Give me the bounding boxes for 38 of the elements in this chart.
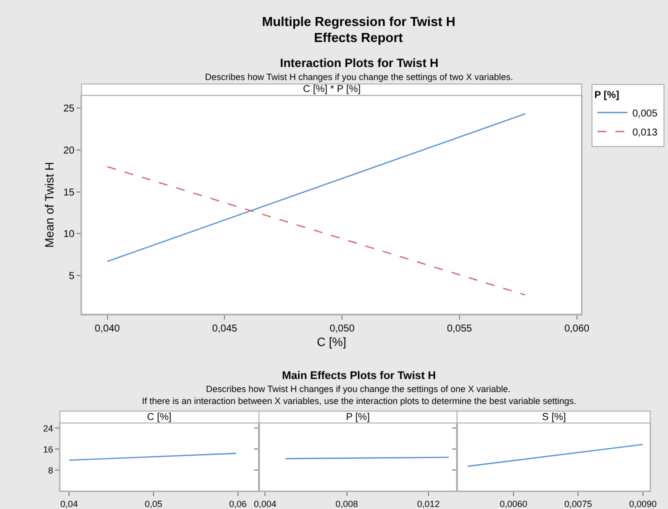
y-tick-label: 10 [63, 229, 75, 240]
x-tick-label: 0,050 [330, 323, 356, 334]
text: Effects Report [314, 30, 404, 45]
text: If there is an interaction between X variables, use the interaction plots to determine the best variable settings. [142, 396, 576, 406]
legend-title: P [%] [594, 90, 620, 101]
text: Multiple Regression for Twist H [262, 14, 456, 29]
y-tick-label: 5 [68, 271, 75, 282]
chart-title: P [%] [346, 412, 370, 423]
x-axis-title: C [%] [316, 335, 346, 350]
chart-title: S [%] [542, 412, 566, 423]
x-tick-label: 0,0090 [629, 498, 657, 509]
x-tick-label: 0,040 [94, 323, 120, 334]
text: Main Effects Plots for Twist H [282, 370, 436, 382]
x-tick-label: 0,0075 [564, 498, 592, 509]
x-tick-label: 0,04 [60, 498, 78, 509]
x-tick-label: 0,055 [446, 323, 472, 334]
chart-subtitle: Describes how Twist H changes if you change the settings of two X variables. [205, 72, 513, 82]
y-tick-label: 24 [43, 423, 54, 434]
x-tick-label: 0,06 [229, 498, 247, 509]
text: Describes how Twist H changes if you change the settings of one X variable. [206, 384, 511, 394]
chart-title: Interaction Plots for Twist H [280, 56, 438, 70]
y-tick-label: 15 [63, 187, 75, 198]
x-tick-label: 0,008 [335, 498, 358, 509]
chart-title: C [%] [147, 412, 172, 423]
x-tick-label: 0,012 [417, 498, 440, 509]
x-tick-label: 0,004 [254, 498, 276, 509]
y-axis-title: Mean of Twist H [42, 162, 57, 248]
x-tick-label: 0,0060 [500, 498, 528, 509]
x-tick-label: 0,060 [564, 323, 590, 334]
x-tick-label: 0,05 [144, 498, 162, 509]
x-tick-label: 0,045 [212, 323, 238, 334]
legend-label: 0,013 [632, 127, 658, 138]
y-tick-label: 16 [43, 444, 54, 454]
legend-label: 0,005 [632, 108, 658, 120]
y-tick-label: 25 [63, 103, 75, 114]
y-tick-label: 8 [48, 465, 54, 476]
y-tick-label: 20 [63, 145, 75, 156]
text: C [%] * P [%] [303, 84, 361, 95]
